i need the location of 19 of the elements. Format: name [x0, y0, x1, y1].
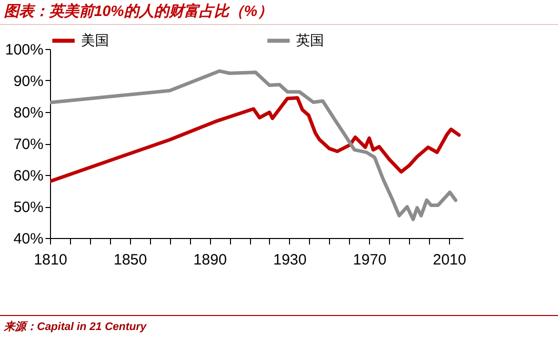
line-series — [50, 69, 458, 222]
y-tick-label: 50% — [13, 199, 44, 216]
y-tick-label: 60% — [13, 168, 44, 184]
x-tick-label: 1930 — [273, 252, 307, 268]
y-tick-label: 100% — [5, 42, 44, 58]
source-note: 来源：Capital in 21 Century — [0, 315, 558, 338]
x-tick-label: 1810 — [34, 252, 68, 268]
x-tick-label: 2010 — [432, 252, 466, 268]
x-tick-label: 1970 — [353, 252, 386, 268]
x-tick-label: 1890 — [193, 252, 227, 268]
x-tick-label: 1850 — [114, 252, 147, 268]
legend-label: 美国 — [81, 32, 109, 48]
y-tick-label: 40% — [13, 230, 44, 248]
legend-label: 英国 — [296, 32, 324, 48]
y-tick-label: 90% — [13, 73, 44, 90]
line-series — [50, 96, 461, 184]
chart-title: 图表：英美前10%的人的财富占比（%） — [0, 0, 558, 25]
y-tick-label: 80% — [13, 104, 44, 122]
y-tick-label: 70% — [13, 136, 44, 153]
